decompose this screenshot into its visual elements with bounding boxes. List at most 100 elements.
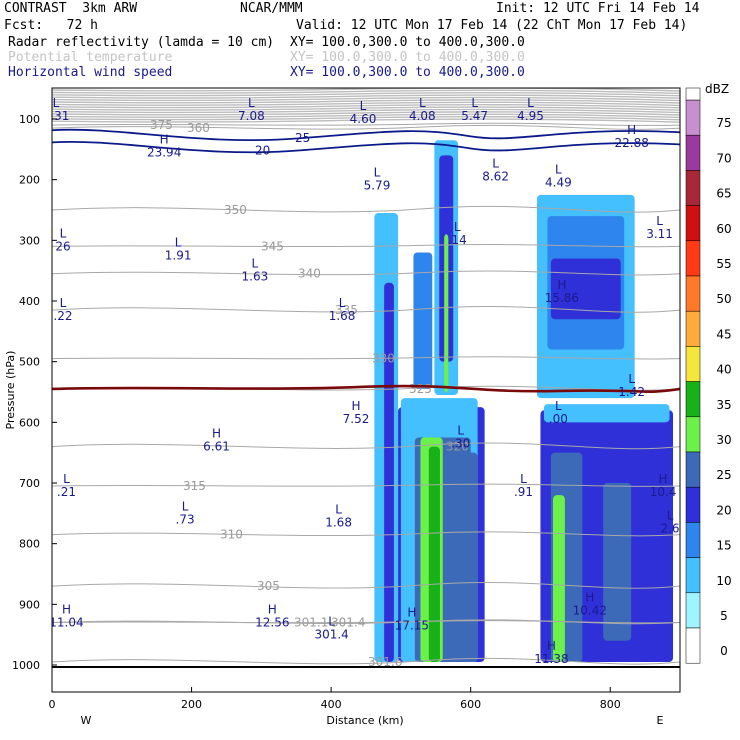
colorbar-level-label: 60 — [716, 222, 731, 236]
theta-isentrope-label: 305 — [257, 579, 280, 593]
chart-title: CONTRAST 3km ARW — [4, 1, 138, 16]
theta-isentrope-line — [52, 306, 680, 313]
colorbar-swatch — [685, 557, 701, 594]
theta-isentrope-line — [52, 122, 680, 126]
stratosphere-isentrope — [52, 89, 680, 95]
extremum-marker: L — [667, 508, 674, 522]
colorbar-swatch — [685, 381, 701, 418]
extremum-marker: L — [60, 296, 67, 310]
extremum-value: 4.49 — [545, 176, 572, 190]
extremum-value: 15.86 — [545, 291, 579, 305]
extremum-value: .21 — [57, 485, 76, 499]
theta-isentrope-label: 375 — [150, 118, 173, 132]
stratosphere-isentrope — [52, 118, 680, 123]
colorbar-swatch — [685, 346, 701, 382]
stratosphere-isentrope — [52, 103, 680, 109]
y-tick-label: 600 — [19, 416, 40, 429]
extremum-marker: H — [268, 602, 277, 616]
colorbar-cap — [685, 87, 701, 101]
reflectivity-cell — [428, 446, 440, 662]
colorbar-level-label: 35 — [716, 398, 731, 412]
extremum-marker: L — [182, 499, 189, 513]
colorbar-level-label: 50 — [716, 292, 731, 306]
extremum-marker: L — [628, 372, 635, 386]
stratosphere-isentrope — [52, 101, 680, 107]
extremum-value: 10.42 — [573, 603, 607, 617]
theta-isentrope-line — [52, 205, 680, 213]
wind-speed-contour — [52, 128, 680, 142]
reflectivity-cell — [384, 282, 394, 662]
extremum-value: 7.08 — [238, 109, 265, 123]
colorbar-level-label: 0 — [720, 644, 728, 658]
extremum-marker: L — [328, 615, 335, 629]
theta-isentrope-line — [52, 244, 680, 248]
theta-isentrope-line — [52, 442, 680, 450]
extremum-value: 1.68 — [329, 309, 356, 323]
reflectivity-cell — [553, 495, 565, 662]
theta-isentrope-label: 350 — [224, 203, 247, 217]
forecast-hour: Fcst: 72 h — [4, 18, 98, 33]
colorbar-level-label: 40 — [716, 363, 731, 377]
plot-frame — [51, 87, 681, 693]
extremum-value: 26 — [55, 239, 70, 253]
stratosphere-isentrope — [52, 113, 680, 119]
field1-label: Radar reflectivity (lamda = 10 cm) — [8, 35, 275, 50]
extremum-marker: L — [555, 163, 562, 177]
extremum-marker: L — [335, 502, 342, 516]
extremum-marker: L — [555, 399, 562, 413]
extremum-marker: H — [659, 472, 668, 486]
extremum-value: 5.47 — [461, 109, 488, 123]
stratosphere-isentrope — [52, 99, 680, 104]
colorbar-level-label: 70 — [716, 151, 731, 165]
colorbar-swatch — [685, 134, 701, 171]
colorbar-level-label: 25 — [716, 468, 731, 482]
theta-isentrope-label: 345 — [261, 239, 284, 253]
x-tick-label: 600 — [460, 698, 481, 711]
extremum-value: .73 — [176, 512, 195, 526]
theta-isentrope-line — [52, 356, 680, 360]
extremum-marker: L — [471, 96, 478, 110]
theta-isentrope-label: 320 — [446, 440, 469, 454]
field2-label: Potential temperature — [8, 50, 173, 65]
theta-isentrope-line — [52, 124, 680, 130]
extremum-marker: L — [454, 220, 461, 234]
colorbar-level-label: 15 — [716, 539, 731, 553]
colorbar-level-label: 45 — [716, 327, 731, 341]
reflectivity-cell — [444, 234, 449, 392]
reflectivity-cell — [543, 404, 670, 423]
colorbar-swatch — [685, 522, 701, 558]
extremum-value: 3.11 — [646, 227, 673, 241]
wind-speed-contour-label: 20 — [255, 143, 270, 157]
extremum-marker: H — [352, 399, 361, 413]
org-label: NCAR/MMM — [240, 1, 303, 16]
extremum-value: 11.38 — [534, 652, 568, 666]
extremum-value: 1.91 — [165, 248, 192, 262]
colorbar-level-label: 10 — [716, 574, 731, 588]
field1-xy: XY= 100.0,300.0 to 400.0,300.0 — [290, 35, 525, 50]
field2-xy: XY= 100.0,300.0 to 400.0,300.0 — [290, 50, 525, 65]
y-tick-label: 500 — [19, 356, 40, 369]
extremum-value: 5.79 — [364, 179, 391, 193]
extremum-marker: L — [520, 472, 527, 486]
reflectivity-cell — [413, 252, 433, 389]
colorbar-swatch — [685, 310, 701, 347]
x-tick-label: 0 — [49, 698, 56, 711]
extremum-marker: L — [492, 157, 499, 171]
theta-isentrope-line — [52, 483, 680, 487]
y-axis-title: Pressure (hPa) — [4, 351, 17, 430]
field3-label: Horizontal wind speed — [8, 65, 173, 80]
extremum-marker: L — [656, 214, 663, 228]
theta-isentrope-line — [52, 619, 680, 625]
extremum-value: 4.95 — [517, 109, 544, 123]
extremum-value: 1.68 — [325, 515, 352, 529]
extremum-value: .14 — [448, 233, 467, 247]
theta-isentrope-label: 301.6 — [368, 655, 402, 669]
extremum-value: 8.62 — [482, 170, 509, 184]
colorbar-level-label: 65 — [716, 187, 731, 201]
reflectivity-cell — [463, 452, 478, 662]
y-tick-label: 300 — [19, 234, 40, 247]
extremum-value: 5.31 — [43, 109, 70, 123]
theta-isentrope-label: 360 — [187, 121, 210, 135]
field3-xy: XY= 100.0,300.0 to 400.0,300.0 — [290, 65, 525, 80]
